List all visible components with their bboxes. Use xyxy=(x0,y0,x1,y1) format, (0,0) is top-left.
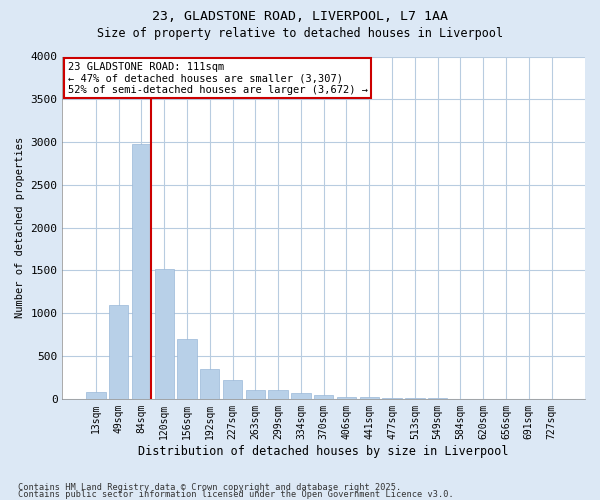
Bar xyxy=(200,369,220,399)
Text: Contains public sector information licensed under the Open Government Licence v3: Contains public sector information licen… xyxy=(18,490,454,499)
Bar xyxy=(109,304,128,399)
Bar xyxy=(245,390,265,399)
Bar xyxy=(132,144,151,399)
Text: 23 GLADSTONE ROAD: 111sqm
← 47% of detached houses are smaller (3,307)
52% of se: 23 GLADSTONE ROAD: 111sqm ← 47% of detac… xyxy=(68,62,368,95)
Bar xyxy=(223,380,242,399)
Text: Contains HM Land Registry data © Crown copyright and database right 2025.: Contains HM Land Registry data © Crown c… xyxy=(18,484,401,492)
Bar xyxy=(337,396,356,399)
Bar xyxy=(268,390,288,399)
Text: Size of property relative to detached houses in Liverpool: Size of property relative to detached ho… xyxy=(97,28,503,40)
Bar xyxy=(382,398,402,399)
Bar xyxy=(291,393,311,399)
Bar xyxy=(86,392,106,399)
Bar xyxy=(155,268,174,399)
Y-axis label: Number of detached properties: Number of detached properties xyxy=(15,137,25,318)
Text: 23, GLADSTONE ROAD, LIVERPOOL, L7 1AA: 23, GLADSTONE ROAD, LIVERPOOL, L7 1AA xyxy=(152,10,448,23)
Bar xyxy=(314,395,334,399)
Bar xyxy=(178,339,197,399)
X-axis label: Distribution of detached houses by size in Liverpool: Distribution of detached houses by size … xyxy=(139,444,509,458)
Bar xyxy=(359,398,379,399)
